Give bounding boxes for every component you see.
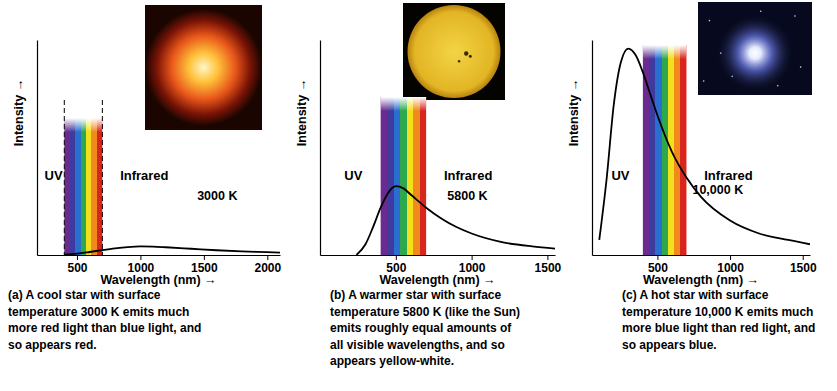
- caption-line: more red light than blue light, and: [8, 321, 201, 335]
- caption-line: emits roughly equal amounts of: [330, 321, 512, 335]
- y-axis-line: [592, 41, 593, 256]
- x-tick-label: 2000: [254, 261, 281, 275]
- curve-label: 3000 K: [197, 189, 237, 203]
- visible-band-fade: [64, 118, 102, 132]
- y-axis-title: Intensity →: [567, 79, 581, 146]
- plot-area: [599, 45, 810, 255]
- region-label: Infrared: [704, 168, 752, 183]
- x-tick-mark: [77, 255, 78, 260]
- y-axis-line: [37, 41, 38, 256]
- curve: [599, 49, 810, 245]
- band-edge: [64, 100, 65, 255]
- visible-band: [381, 97, 426, 255]
- x-axis-title: Wavelength (nm) →: [379, 273, 495, 287]
- region-label: Infrared: [444, 168, 492, 183]
- x-tick-mark: [657, 255, 658, 260]
- x-tick: 500: [386, 255, 406, 275]
- x-tick-label: 500: [67, 261, 87, 275]
- caption: (b) A warmer star with surface temperatur…: [330, 288, 520, 368]
- x-axis-line: [321, 255, 556, 256]
- caption-line: (b) A warmer star with surface: [330, 288, 501, 302]
- star-photo: [698, 2, 812, 95]
- y-axis-title: Intensity →: [295, 79, 309, 146]
- caption-line: more blue light than red light, and: [622, 321, 815, 335]
- band-edge: [102, 100, 103, 255]
- plot-area: [356, 97, 555, 255]
- x-tick-mark: [803, 255, 804, 260]
- x-tick-label: 1500: [535, 261, 562, 275]
- caption-line: all visible wavelengths, and so: [330, 338, 505, 352]
- plot-area: [64, 100, 280, 255]
- visible-band-fade: [643, 45, 687, 59]
- panel: 500 1000 1500 Wavelength (nm) → Intensity → U…: [567, 2, 817, 352]
- y-axis-title: Intensity →: [12, 79, 26, 146]
- x-tick: 1500: [790, 255, 817, 275]
- caption: (a) A cool star with surface temperature …: [8, 288, 201, 352]
- y-axis-line: [320, 41, 321, 256]
- curve: [64, 246, 280, 254]
- y-axis: [592, 41, 593, 256]
- caption-line: temperature 5800 K (like the Sun): [330, 305, 520, 319]
- x-axis: 500 1000 1500: [321, 255, 562, 275]
- y-axis: [320, 41, 321, 256]
- curve-label: 10,000 K: [692, 183, 743, 197]
- caption-line: so appears red.: [8, 338, 97, 352]
- figure: 500 1000 1500 2000 Wavelength (nm) → Intensit…: [0, 0, 837, 391]
- panel: 500 1000 1500 Wavelength (nm) → Intensity → U…: [295, 3, 562, 368]
- star-photo: [403, 3, 505, 100]
- x-tick: 2000: [254, 255, 281, 275]
- region-label: Infrared: [120, 168, 168, 183]
- caption-line: so appears blue.: [622, 338, 717, 352]
- region-label: UV: [611, 168, 629, 183]
- caption-line: temperature 10,000 K emits much: [622, 305, 813, 319]
- x-tick-mark: [472, 255, 473, 260]
- panel: 500 1000 1500 2000 Wavelength (nm) → Intensit…: [8, 5, 281, 352]
- x-tick-label: 1500: [790, 261, 817, 275]
- x-axis-title: Wavelength (nm) →: [643, 273, 759, 287]
- caption-line: (c) A hot star with surface: [622, 288, 769, 302]
- x-tick-mark: [204, 255, 205, 260]
- x-axis: 500 1000 1500 2000: [38, 255, 282, 275]
- x-tick-mark: [267, 255, 268, 260]
- x-axis-line: [593, 255, 811, 256]
- curve-label: 5800 K: [447, 189, 487, 203]
- curve: [356, 186, 555, 255]
- x-axis: 500 1000 1500: [593, 255, 817, 275]
- x-axis-line: [38, 255, 281, 256]
- x-axis-title: Wavelength (nm) →: [100, 273, 216, 287]
- x-tick-mark: [396, 255, 397, 260]
- caption-line: (a) A cool star with surface: [8, 288, 161, 302]
- region-label: UV: [344, 168, 362, 183]
- star-photo: [145, 5, 262, 130]
- x-tick: 1000: [459, 255, 486, 275]
- x-tick-mark: [730, 255, 731, 260]
- x-tick-mark: [547, 255, 548, 260]
- x-tick: 1500: [535, 255, 562, 275]
- x-tick: 500: [648, 255, 668, 275]
- caption-line: appears yellow-white.: [330, 354, 454, 368]
- region-label: UV: [45, 168, 63, 183]
- visible-band: [643, 45, 687, 255]
- x-tick: 1500: [191, 255, 218, 275]
- y-axis: [37, 41, 38, 256]
- x-tick: 1000: [717, 255, 744, 275]
- caption: (c) A hot star with surface temperature 1…: [622, 288, 815, 352]
- x-tick: 500: [67, 255, 87, 275]
- caption-line: temperature 3000 K emits much: [8, 305, 189, 319]
- visible-band: [64, 118, 102, 255]
- x-tick: 1000: [128, 255, 155, 275]
- visible-band-fade: [381, 97, 426, 111]
- x-tick-mark: [140, 255, 141, 260]
